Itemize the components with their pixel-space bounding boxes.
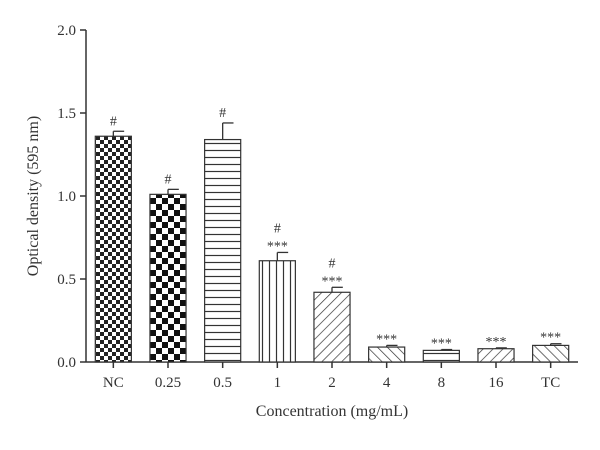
significance-annotations: # # # *** # *** # *** *** *** *** [110, 106, 561, 352]
bar-16 [477, 348, 515, 363]
y-tick-label: 0.5 [57, 272, 76, 288]
x-axis-title: Concentration (mg/mL) [256, 403, 408, 420]
x-tick-label: 4 [383, 375, 391, 391]
significance-stars: *** [267, 239, 288, 254]
x-tick-label: 0.5 [213, 375, 232, 391]
significance-stars: *** [376, 332, 397, 347]
bar-0.25 [149, 193, 187, 363]
significance-stars: *** [431, 337, 452, 352]
bar-0.5 [204, 138, 242, 363]
hash-annotation: # [274, 221, 281, 236]
x-ticks: NC 0.25 0.5 1 2 4 8 16 TC [103, 362, 560, 391]
x-tick-label: NC [103, 375, 124, 391]
y-tick-label: 2.0 [57, 23, 76, 39]
bar-TC [532, 344, 570, 363]
x-tick-label: 16 [489, 375, 505, 391]
y-ticks: 0.0 0.5 1.0 1.5 2.0 [57, 23, 86, 371]
significance-stars: *** [322, 274, 343, 289]
x-tick-label: 8 [438, 375, 446, 391]
x-tick-label: 0.25 [155, 375, 181, 391]
hash-annotation: # [110, 114, 117, 129]
error-bars [112, 122, 562, 351]
y-tick-label: 1.5 [57, 106, 76, 122]
y-tick-label: 0.0 [57, 355, 76, 371]
y-tick-label: 1.0 [57, 189, 76, 205]
bar-NC [94, 135, 132, 363]
y-axis-title: Optical density (595 nm) [25, 116, 42, 276]
hash-annotation: # [329, 256, 336, 271]
bar-1 [258, 260, 296, 363]
x-tick-label: TC [541, 375, 560, 391]
hash-annotation: # [219, 106, 226, 121]
bar-8 [422, 349, 460, 363]
bar-2 [313, 291, 351, 363]
x-tick-label: 2 [328, 375, 336, 391]
x-tick-label: 1 [274, 375, 282, 391]
bar-4 [368, 346, 406, 363]
bars [94, 135, 570, 363]
significance-stars: *** [486, 335, 507, 350]
significance-stars: *** [540, 331, 561, 346]
hash-annotation: # [165, 172, 172, 187]
